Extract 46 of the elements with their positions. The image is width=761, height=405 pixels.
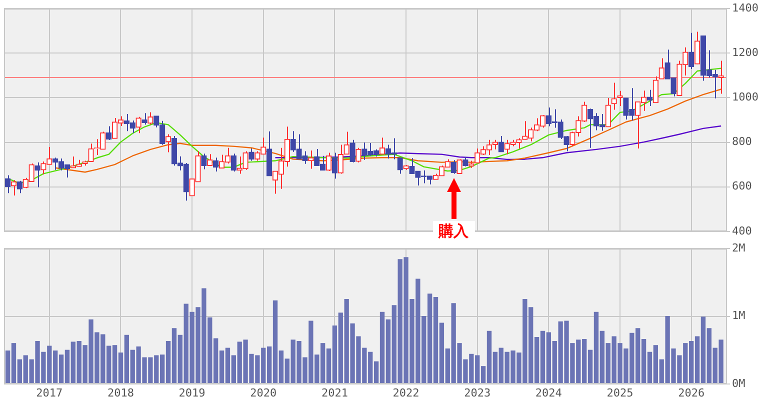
- candlestick: [350, 139, 356, 163]
- candlestick: [498, 136, 504, 152]
- candlestick: [611, 82, 617, 110]
- y-tick-label: 800: [732, 135, 752, 148]
- y-tick-label: 600: [732, 180, 752, 193]
- candlestick: [397, 157, 403, 174]
- annotation: 購入: [432, 220, 475, 242]
- y-tick-label: 400: [732, 224, 752, 238]
- candlestick: [136, 116, 142, 134]
- candlestick: [165, 134, 172, 153]
- candlestick: [456, 158, 462, 174]
- x-tick-label: 2026: [678, 386, 705, 400]
- candlestick: [34, 162, 40, 188]
- x-tick-label: 2022: [392, 386, 420, 400]
- candlestick: [450, 160, 456, 174]
- candlestick: [332, 152, 338, 180]
- candlestick: [10, 180, 17, 196]
- candlestick: [201, 153, 207, 170]
- candlestick: [652, 76, 659, 104]
- candlestick: [326, 152, 332, 172]
- candlestick: [694, 31, 700, 65]
- candlestick: [646, 89, 653, 106]
- x-tick-label: 2019: [178, 386, 206, 400]
- candlestick: [688, 32, 694, 70]
- x-tick-label: 2021: [321, 386, 348, 400]
- candlestick: [148, 112, 154, 125]
- candlestick: [605, 97, 611, 128]
- candlestick: [207, 154, 213, 166]
- candlestick: [142, 112, 148, 126]
- candlestick: [356, 147, 362, 163]
- y-tick-label: 1000: [732, 90, 758, 104]
- y-tick-label: 0M: [732, 376, 746, 390]
- y-tick-label: 1M: [732, 309, 746, 322]
- candlestick: [230, 153, 236, 172]
- candlestick: [308, 150, 314, 170]
- y-tick-label: 1200: [732, 46, 758, 60]
- x-tick-label: 2020: [250, 386, 277, 400]
- y-tick-label: 2M: [732, 241, 746, 254]
- x-tick-label: 2024: [535, 386, 562, 400]
- x-tick-label: 2017: [36, 386, 63, 400]
- x-tick-label: 2025: [606, 386, 634, 400]
- candlestick: [379, 137, 386, 155]
- x-tick-label: 2018: [107, 386, 134, 400]
- y-tick-label: 1400: [732, 1, 758, 14]
- x-tick-label: 2023: [464, 386, 491, 400]
- candlestick: [658, 58, 664, 80]
